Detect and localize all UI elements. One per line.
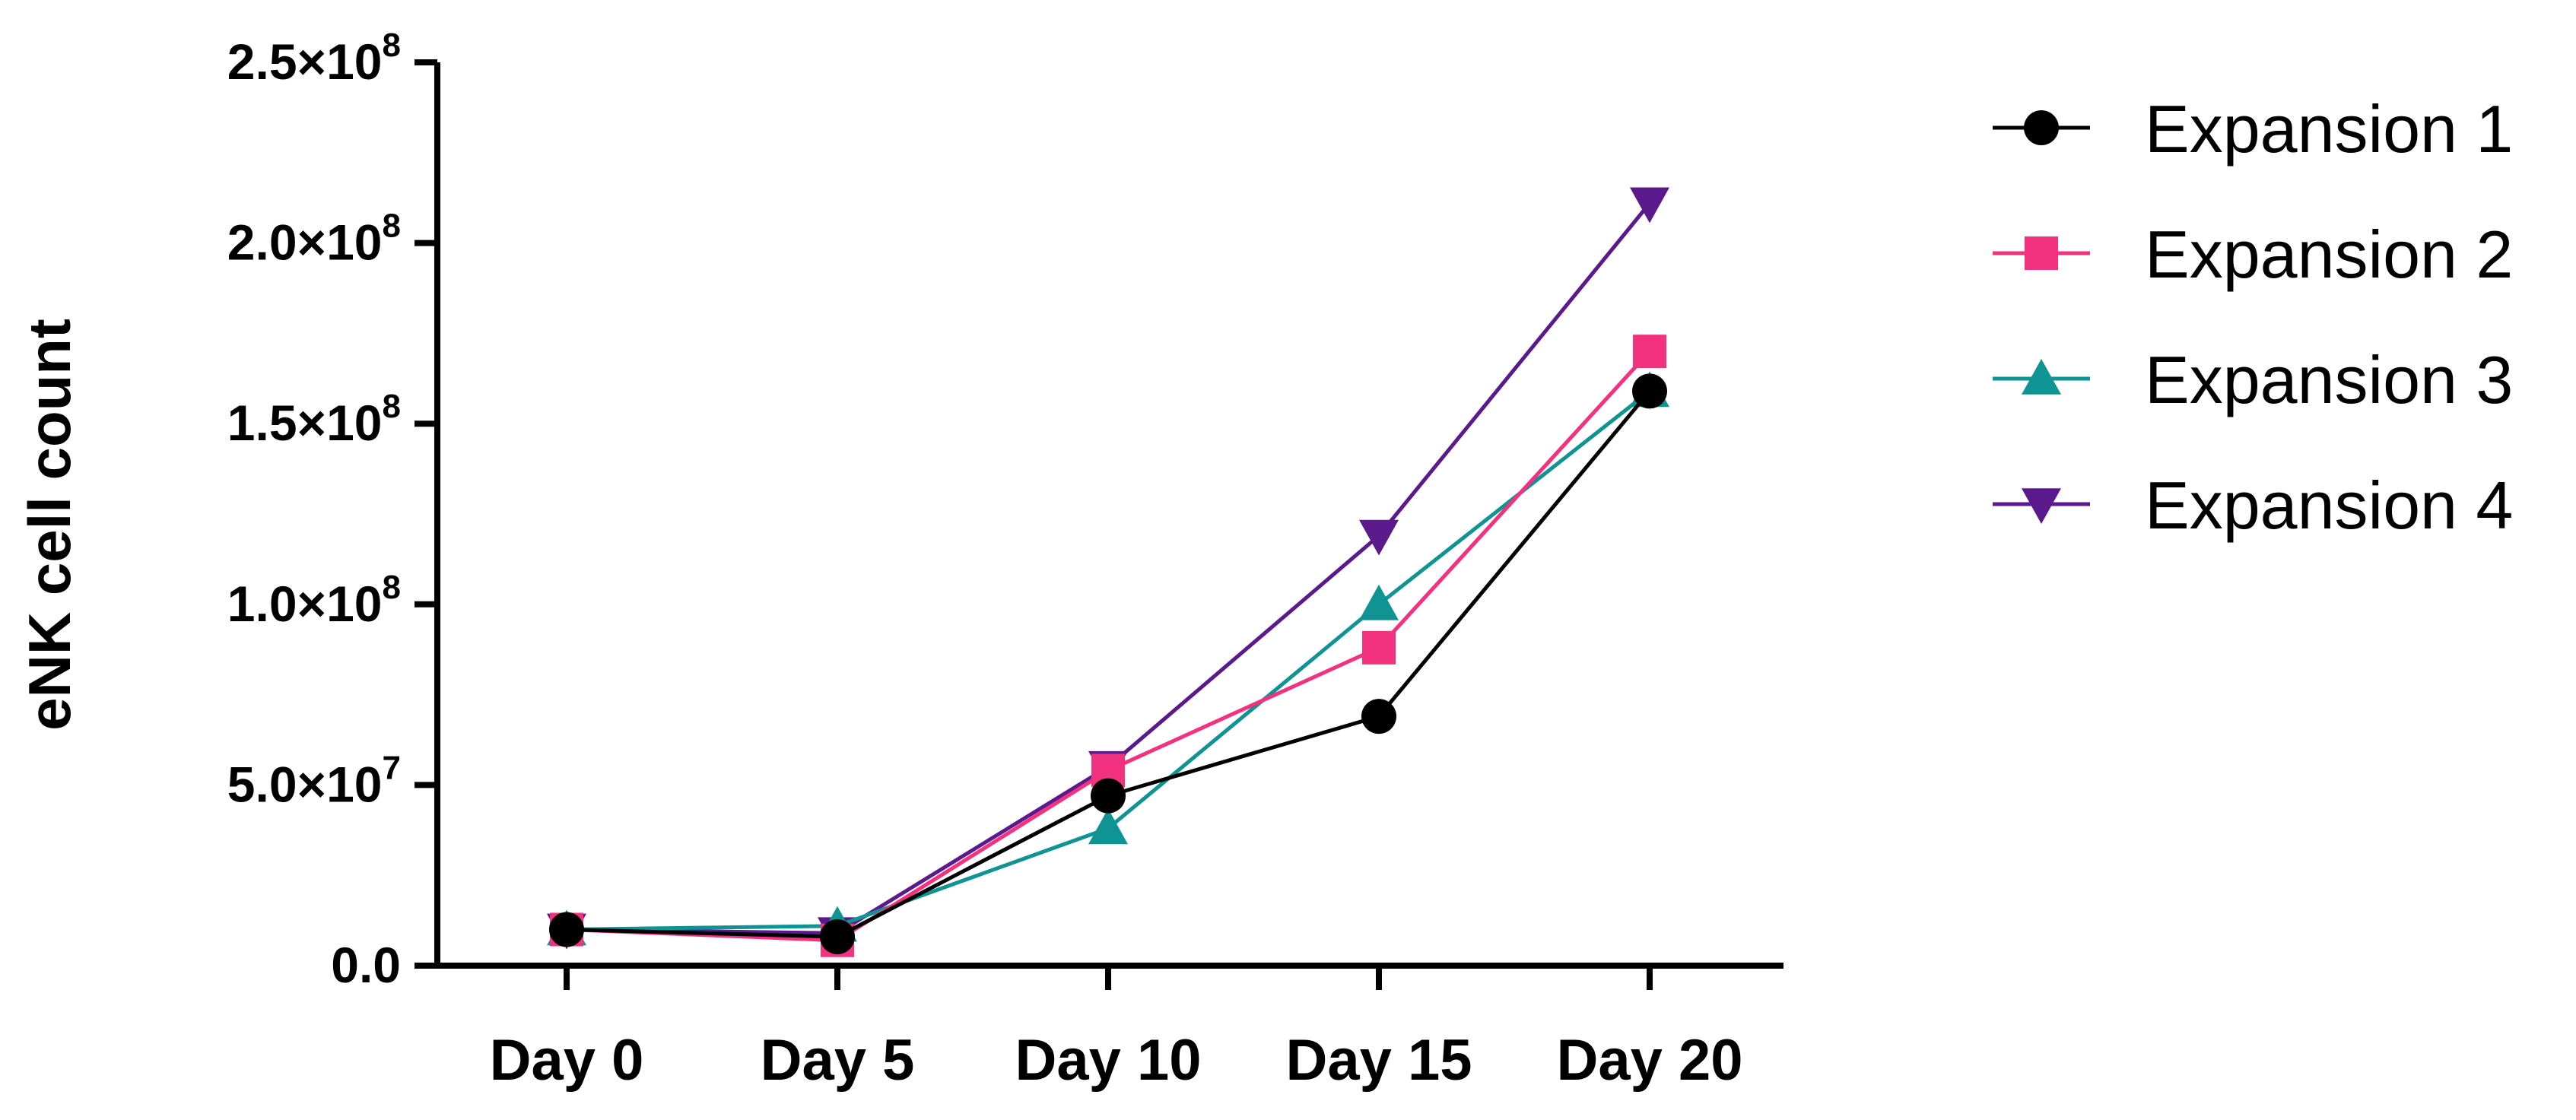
data-point — [1359, 519, 1399, 556]
series-expansion-3 — [547, 371, 1669, 946]
series-line — [566, 350, 1651, 943]
legend-label: Expansion 3 — [2145, 342, 2513, 417]
legend-item: Expansion 1 — [1993, 91, 2513, 167]
x-tick-label: Day 15 — [1285, 1028, 1472, 1093]
y-axis-title: eNK cell count — [16, 319, 83, 731]
series-expansion-1 — [549, 373, 1667, 954]
data-point — [1630, 187, 1669, 224]
legend-label: Expansion 4 — [2145, 468, 2513, 543]
x-tick-label: Day 10 — [1015, 1028, 1201, 1093]
data-point — [1088, 808, 1128, 845]
legend-item: Expansion 3 — [1993, 342, 2513, 417]
x-tick-label: Day 0 — [490, 1028, 644, 1093]
series-line — [566, 389, 1651, 939]
legend-label: Expansion 2 — [2145, 217, 2513, 292]
y-tick-label: 0.0 — [331, 937, 401, 993]
data-point — [820, 919, 855, 954]
series-layer — [547, 187, 1669, 957]
y-tick-label: 1.5×108 — [227, 388, 401, 451]
y-tick-label: 2.5×108 — [227, 27, 401, 90]
x-axis-ticks: Day 0 Day 5 Day 10 Day 15 Day 20 — [490, 966, 1743, 1093]
x-tick-label: Day 20 — [1556, 1028, 1742, 1093]
x-tick-label: Day 5 — [761, 1028, 915, 1093]
legend: Expansion 1 Expansion 2 Expansion 3 Expansi… — [1993, 91, 2513, 543]
y-tick-label: 1.0×108 — [227, 569, 401, 632]
legend-item: Expansion 4 — [1993, 468, 2513, 543]
legend-marker — [2022, 488, 2061, 524]
series-expansion-2 — [550, 335, 1666, 957]
data-point — [1361, 699, 1396, 735]
y-axis-ticks: 0.0 5.0×107 1.0×108 1.5×108 2.0×108 2.5×108 — [227, 27, 437, 993]
y-tick-label: 2.0×108 — [227, 208, 401, 271]
data-point — [1091, 778, 1126, 814]
data-point — [549, 912, 584, 947]
y-tick-label: 5.0×107 — [227, 749, 401, 812]
legend-item: Expansion 2 — [1993, 217, 2513, 292]
legend-label: Expansion 1 — [2145, 91, 2513, 167]
data-point — [1633, 335, 1666, 369]
data-point — [1632, 373, 1667, 409]
series-line — [566, 389, 1651, 931]
legend-marker — [2022, 359, 2061, 395]
data-point — [1362, 630, 1396, 665]
legend-marker — [2024, 110, 2059, 145]
data-point — [1359, 584, 1399, 620]
legend-marker — [2025, 236, 2058, 270]
